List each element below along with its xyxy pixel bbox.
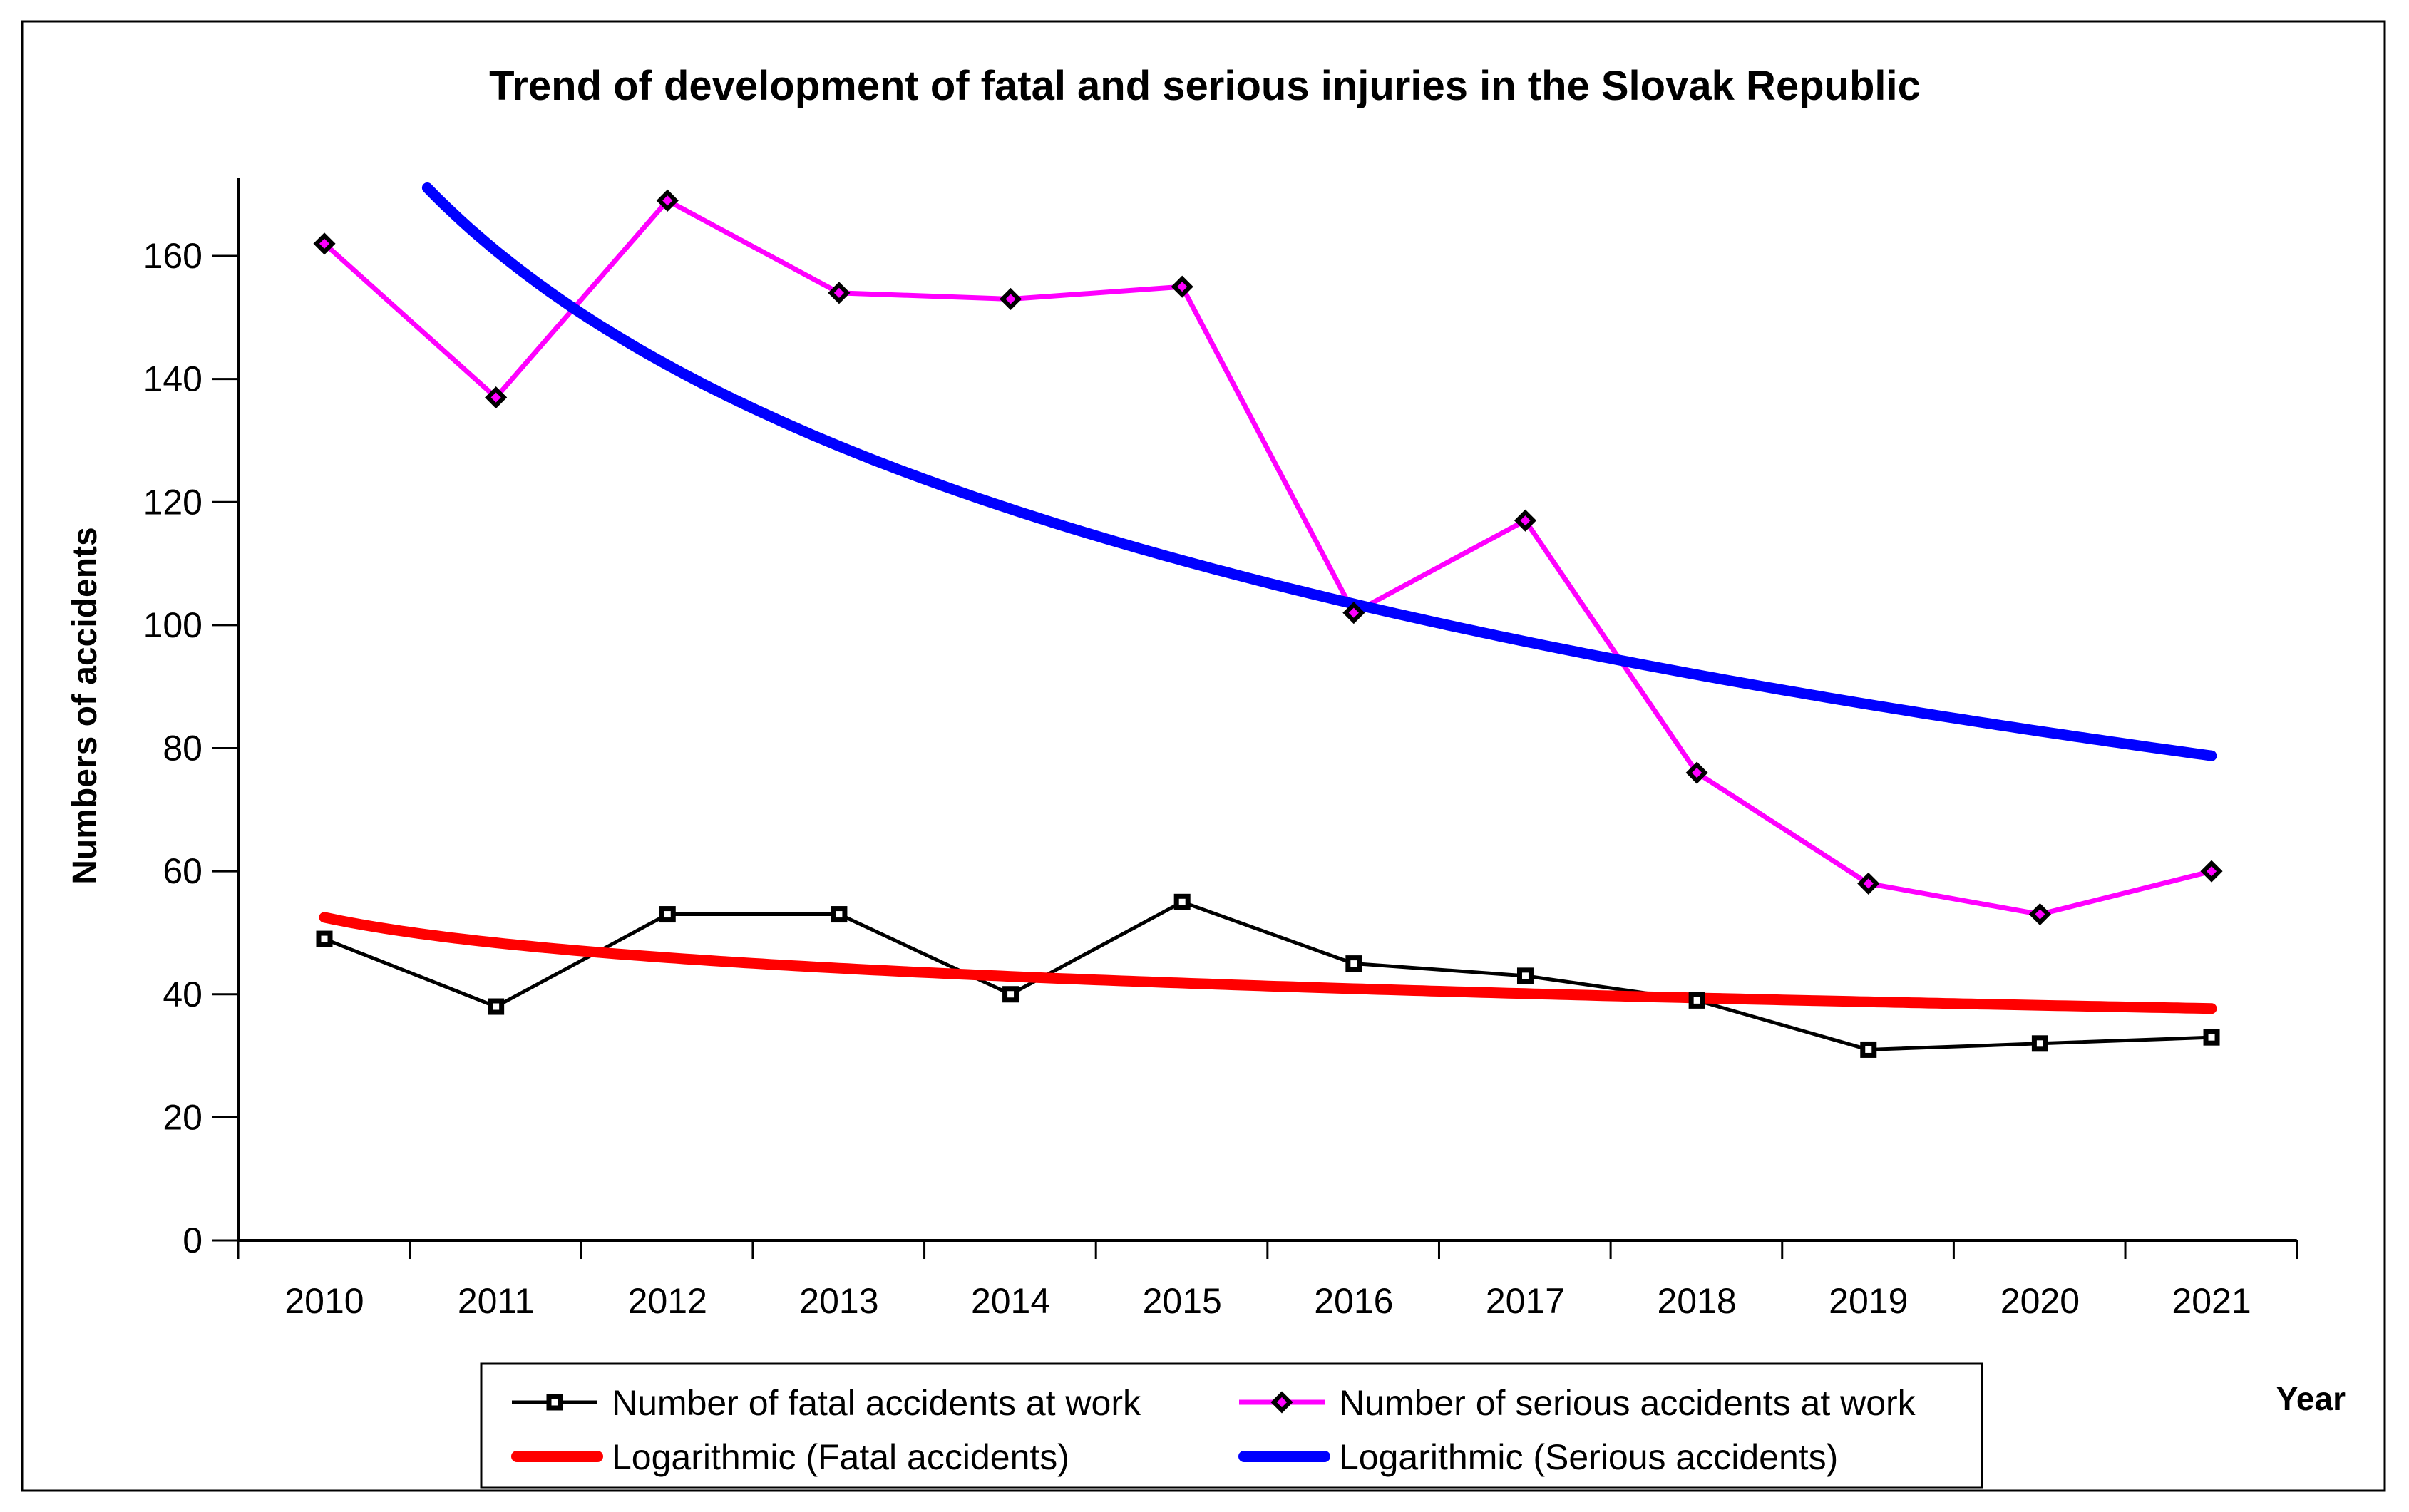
serious-point-diamond-marker xyxy=(1342,602,1365,624)
x-tick-label: 2012 xyxy=(628,1281,707,1321)
fatal-point-square-marker xyxy=(1860,1041,1877,1058)
legend-serious-diamond-marker-icon xyxy=(1270,1391,1293,1414)
x-tick-label: 2018 xyxy=(1658,1281,1737,1321)
x-tick-label: 2019 xyxy=(1829,1281,1908,1321)
y-tick-label: 0 xyxy=(183,1220,202,1260)
fatal-point-square-marker xyxy=(2203,1029,2220,1046)
fatal-point-square-marker xyxy=(1002,986,1019,1003)
log-trend-fatal-curve xyxy=(319,912,2217,1014)
y-axis-title: Numbers of accidents xyxy=(66,527,104,884)
serious-point-diamond-marker xyxy=(1514,509,1537,532)
series-lines xyxy=(322,197,2212,1051)
serious-point-diamond-marker xyxy=(1857,872,1880,895)
serious-point-diamond-marker xyxy=(485,386,508,409)
trend-lines xyxy=(319,182,2217,1014)
y-tick-label: 20 xyxy=(163,1097,202,1137)
log-trend-serious-curve xyxy=(421,182,2217,761)
fatal-point-square-marker xyxy=(1345,955,1362,972)
figure-border xyxy=(21,20,2386,1492)
fatal-point-square-marker xyxy=(2031,1035,2048,1052)
x-tick-label: 2015 xyxy=(1143,1281,1222,1321)
x-tick-label: 2010 xyxy=(284,1281,364,1321)
y-tick-label: 160 xyxy=(143,236,202,276)
chart-title: Trend of development of fatal and seriou… xyxy=(489,63,1921,109)
x-axis-title: Year xyxy=(2276,1380,2346,1417)
fatal-point-square-marker xyxy=(1516,967,1534,984)
x-axis: 2010 2011 2012 2013 2014 2015 2016 2017 2018 2019… xyxy=(237,1239,2298,1321)
x-tick-label: 2017 xyxy=(1486,1281,1565,1321)
fatal-point-square-marker xyxy=(1688,992,1705,1009)
fatal-point-square-marker xyxy=(316,930,333,947)
x-tick-label: 2013 xyxy=(799,1281,878,1321)
serious-point-diamond-marker xyxy=(1685,761,1708,784)
serious-point-diamond-marker xyxy=(2028,903,2051,926)
legend-serious-label: Number of serious accidents at work xyxy=(1339,1383,1916,1423)
legend-log-fatal-label: Logarithmic (Fatal accidents) xyxy=(612,1437,1069,1477)
legend-fatal-square-marker-icon xyxy=(546,1394,563,1411)
fatal-accidents-line xyxy=(324,900,2212,1051)
legend: Number of fatal accidents at work Number… xyxy=(480,1362,1983,1489)
x-tick-label: 2016 xyxy=(1314,1281,1393,1321)
y-tick-label: 40 xyxy=(163,974,202,1014)
legend-box xyxy=(480,1362,1983,1489)
x-tick-label: 2021 xyxy=(2172,1281,2251,1321)
serious-point-diamond-marker xyxy=(656,189,679,212)
serious-point-diamond-marker xyxy=(1171,275,1193,298)
legend-fatal-label: Number of fatal accidents at work xyxy=(612,1383,1141,1423)
y-tick-label: 140 xyxy=(143,359,202,399)
y-tick-label: 120 xyxy=(143,482,202,522)
fatal-point-square-marker xyxy=(488,998,505,1015)
y-tick-label: 80 xyxy=(163,729,202,768)
x-tick-label: 2020 xyxy=(2000,1281,2080,1321)
serious-point-diamond-marker xyxy=(828,282,851,304)
serious-point-diamond-marker xyxy=(1000,287,1022,311)
fatal-point-square-marker xyxy=(659,906,676,923)
y-axis: 0 20 40 60 80 100 120 140 160 xyxy=(143,178,240,1260)
series-markers xyxy=(313,189,2223,1058)
y-tick-label: 60 xyxy=(163,851,202,891)
x-tick-label: 2011 xyxy=(458,1281,535,1321)
legend-log-serious-label: Logarithmic (Serious accidents) xyxy=(1339,1437,1838,1477)
serious-point-diamond-marker xyxy=(2200,860,2223,883)
fatal-point-square-marker xyxy=(1173,893,1191,910)
x-tick-label: 2014 xyxy=(971,1281,1050,1321)
serious-accidents-line xyxy=(322,197,2212,917)
serious-point-diamond-marker xyxy=(313,232,336,255)
fatal-point-square-marker xyxy=(831,906,848,923)
y-tick-label: 100 xyxy=(143,605,202,645)
